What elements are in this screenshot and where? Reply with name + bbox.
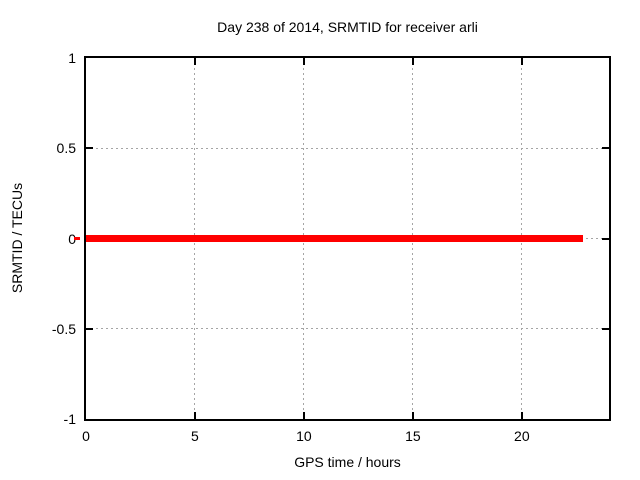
x-tick-label: 0 (82, 428, 90, 444)
x-tick-top (411, 58, 414, 65)
y-tick-label: 0 (68, 230, 76, 247)
data-series-overshoot-dash (74, 237, 80, 240)
y-tick-label: -1 (63, 411, 76, 427)
y-tick-label: 0.5 (56, 140, 76, 157)
y-tick-left (86, 147, 93, 150)
plot-inner (86, 58, 609, 419)
y-tick-right (602, 237, 609, 240)
x-tick-top (520, 58, 523, 65)
y-tick-label: -0.5 (51, 320, 76, 337)
x-tick-bottom (193, 412, 196, 419)
x-tick-label: 5 (191, 428, 199, 444)
y-axis-label: SRMTID / TECUs (9, 182, 25, 294)
y-tick-left (86, 327, 93, 330)
x-tick-label: 20 (514, 428, 530, 444)
y-gridline (86, 147, 609, 149)
x-tick-label: 10 (296, 428, 312, 444)
x-tick-bottom (411, 412, 414, 419)
y-gridline (86, 328, 609, 330)
x-tick-label: 15 (405, 428, 421, 444)
plot-area (84, 56, 611, 421)
x-tick-top (302, 58, 305, 65)
data-series-line (86, 235, 583, 242)
y-tick-label: 1 (68, 50, 76, 66)
x-axis-label: GPS time / hours (294, 454, 401, 470)
x-tick-bottom (302, 412, 305, 419)
y-tick-right (602, 147, 609, 150)
x-tick-top (193, 58, 196, 65)
y-tick-right (602, 327, 609, 330)
chart-title: Day 238 of 2014, SRMTID for receiver arl… (217, 19, 478, 35)
x-tick-bottom (520, 412, 523, 419)
